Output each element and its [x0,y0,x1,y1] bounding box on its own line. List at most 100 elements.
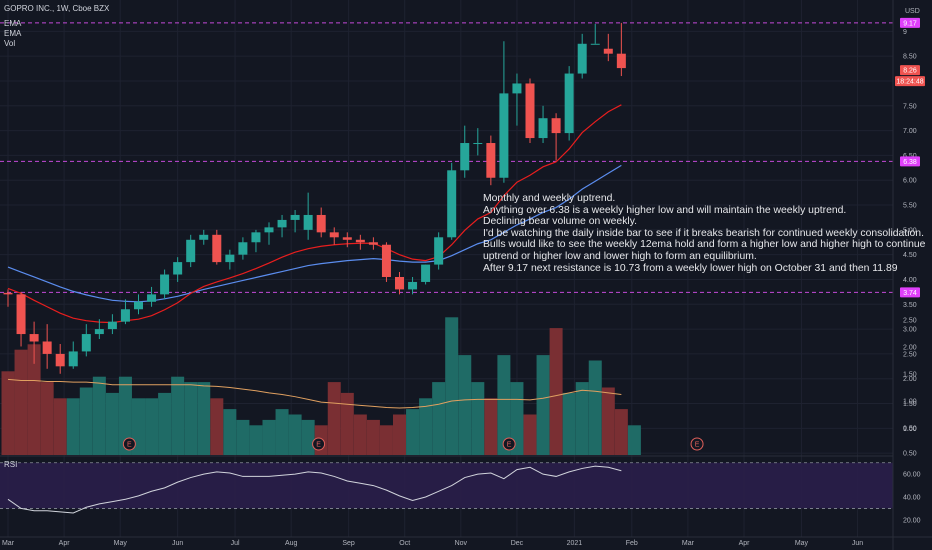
candle[interactable] [212,229,222,265]
level-badge[interactable] [900,287,920,298]
volume-bar[interactable] [53,398,67,455]
candle[interactable] [342,232,352,248]
candle[interactable] [251,229,261,253]
volume-bar[interactable] [562,392,576,455]
volume-bar[interactable] [627,425,641,455]
volume-bar[interactable] [419,398,433,455]
volume-bar[interactable] [458,355,472,455]
volume-bar[interactable] [445,317,459,455]
volume-bar[interactable] [497,355,511,455]
volume-bar[interactable] [118,376,132,455]
candle[interactable] [538,105,548,144]
rsi-line[interactable] [7,465,622,514]
volume-bar[interactable] [1,371,15,455]
volume-bar[interactable] [105,392,119,455]
volume-bar[interactable] [588,360,602,456]
candle[interactable] [186,234,196,268]
candle[interactable] [616,22,626,77]
volume-bar[interactable] [262,419,276,455]
volume-bar[interactable] [27,344,41,455]
candle[interactable] [264,222,274,245]
candle[interactable] [447,162,457,240]
volume-bar[interactable] [614,409,628,455]
volume-bar[interactable] [223,409,237,455]
volume-legend[interactable]: Vol [4,39,16,48]
candle[interactable] [434,232,444,270]
volume-bar[interactable] [249,425,263,455]
volume-bar[interactable] [393,414,406,456]
earnings-marker[interactable] [312,437,326,451]
candle[interactable] [134,294,143,315]
volume-bar[interactable] [353,414,367,456]
candle[interactable] [460,125,470,178]
volume-bar[interactable] [601,387,615,456]
candle[interactable] [42,324,52,369]
candle[interactable] [590,23,600,45]
volume-bar[interactable] [406,409,420,455]
volume-bar[interactable] [171,376,185,455]
candle[interactable] [316,207,326,238]
volume-bar[interactable] [14,349,28,455]
volume-bar[interactable] [158,392,172,455]
candle[interactable] [408,276,418,295]
candle[interactable] [29,321,39,364]
candle[interactable] [16,291,26,347]
earnings-marker[interactable] [502,437,516,451]
volume-bar[interactable] [575,382,589,455]
candle[interactable] [499,41,509,183]
volume-bar[interactable] [79,387,93,456]
ema-fast-legend[interactable]: EMA [4,19,22,28]
volume-bar[interactable] [184,382,198,455]
candle[interactable] [486,135,496,186]
candle[interactable] [225,249,235,270]
volume-bar[interactable] [236,419,250,455]
candle[interactable] [564,66,574,141]
candle[interactable] [81,324,91,357]
candle[interactable] [355,234,365,250]
ema-slow-legend[interactable]: EMA [4,29,22,38]
volume-bar[interactable] [340,392,354,455]
candle[interactable] [107,314,117,335]
level-badge[interactable] [900,156,920,167]
candle[interactable] [173,257,183,282]
candle[interactable] [525,78,535,144]
candle[interactable] [55,343,65,374]
volume-bar[interactable] [484,398,498,455]
volume-bar[interactable] [549,328,563,455]
candle[interactable] [551,113,561,161]
volume-bar[interactable] [145,398,159,455]
candle[interactable] [160,269,170,300]
rsi-legend[interactable]: RSI [4,460,18,469]
candle[interactable] [238,237,248,260]
volume-bar[interactable] [301,419,315,455]
candle[interactable] [290,210,300,233]
level-badge[interactable] [900,17,920,28]
candle[interactable] [395,272,404,295]
candle[interactable] [577,33,587,79]
candle[interactable] [603,33,613,62]
candle[interactable] [512,73,522,126]
candle[interactable] [199,229,209,245]
volume-bar[interactable] [379,425,393,455]
volume-bar[interactable] [327,382,341,455]
earnings-marker[interactable] [122,437,136,451]
candle[interactable] [147,286,157,307]
candle[interactable] [120,299,130,325]
volume-bar[interactable] [471,382,485,455]
volume-bar[interactable] [510,382,524,455]
volume-bar[interactable] [523,414,537,456]
volume-bar[interactable] [288,414,302,456]
candle[interactable] [303,192,313,240]
candle[interactable] [421,264,431,285]
volume-bar[interactable] [66,398,80,455]
candle[interactable] [94,319,104,340]
volume-bar[interactable] [275,409,289,455]
candle[interactable] [473,128,483,156]
candle[interactable] [368,237,378,250]
volume-bar[interactable] [536,355,550,455]
candle[interactable] [329,227,339,245]
volume-bar[interactable] [132,398,145,455]
symbol-title[interactable]: GOPRO INC., 1W, Cboe BZX [4,4,110,13]
candle[interactable] [68,341,78,369]
